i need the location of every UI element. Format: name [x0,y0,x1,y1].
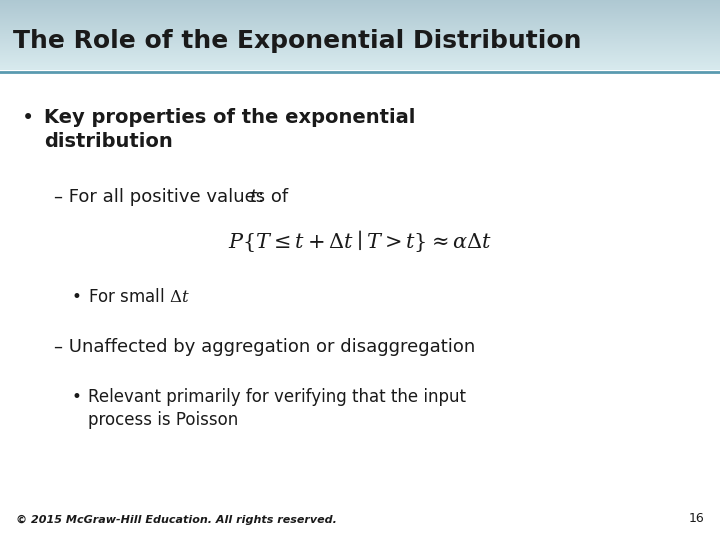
Text: t: t [250,188,257,206]
Text: $P\{T \leq t + \Delta t \mid T > t\} \approx \alpha \Delta t$: $P\{T \leq t + \Delta t \mid T > t\} \ap… [228,228,492,254]
Text: Key properties of the exponential
distribution: Key properties of the exponential distri… [44,108,415,151]
Text: The Role of the Exponential Distribution: The Role of the Exponential Distribution [13,29,582,53]
Text: For small $\Delta t$: For small $\Delta t$ [88,288,190,306]
Text: – For all positive values of: – For all positive values of [54,188,294,206]
Text: 16: 16 [688,512,704,525]
Text: Relevant primarily for verifying that the input
process is Poisson: Relevant primarily for verifying that th… [88,388,466,429]
Text: © 2015 McGraw-Hill Education. All rights reserved.: © 2015 McGraw-Hill Education. All rights… [16,515,337,525]
Text: – Unaffected by aggregation or disaggregation: – Unaffected by aggregation or disaggreg… [54,338,475,356]
Text: •: • [72,288,82,306]
Text: •: • [22,108,35,128]
Text: :: : [258,188,264,206]
Text: •: • [72,388,82,406]
